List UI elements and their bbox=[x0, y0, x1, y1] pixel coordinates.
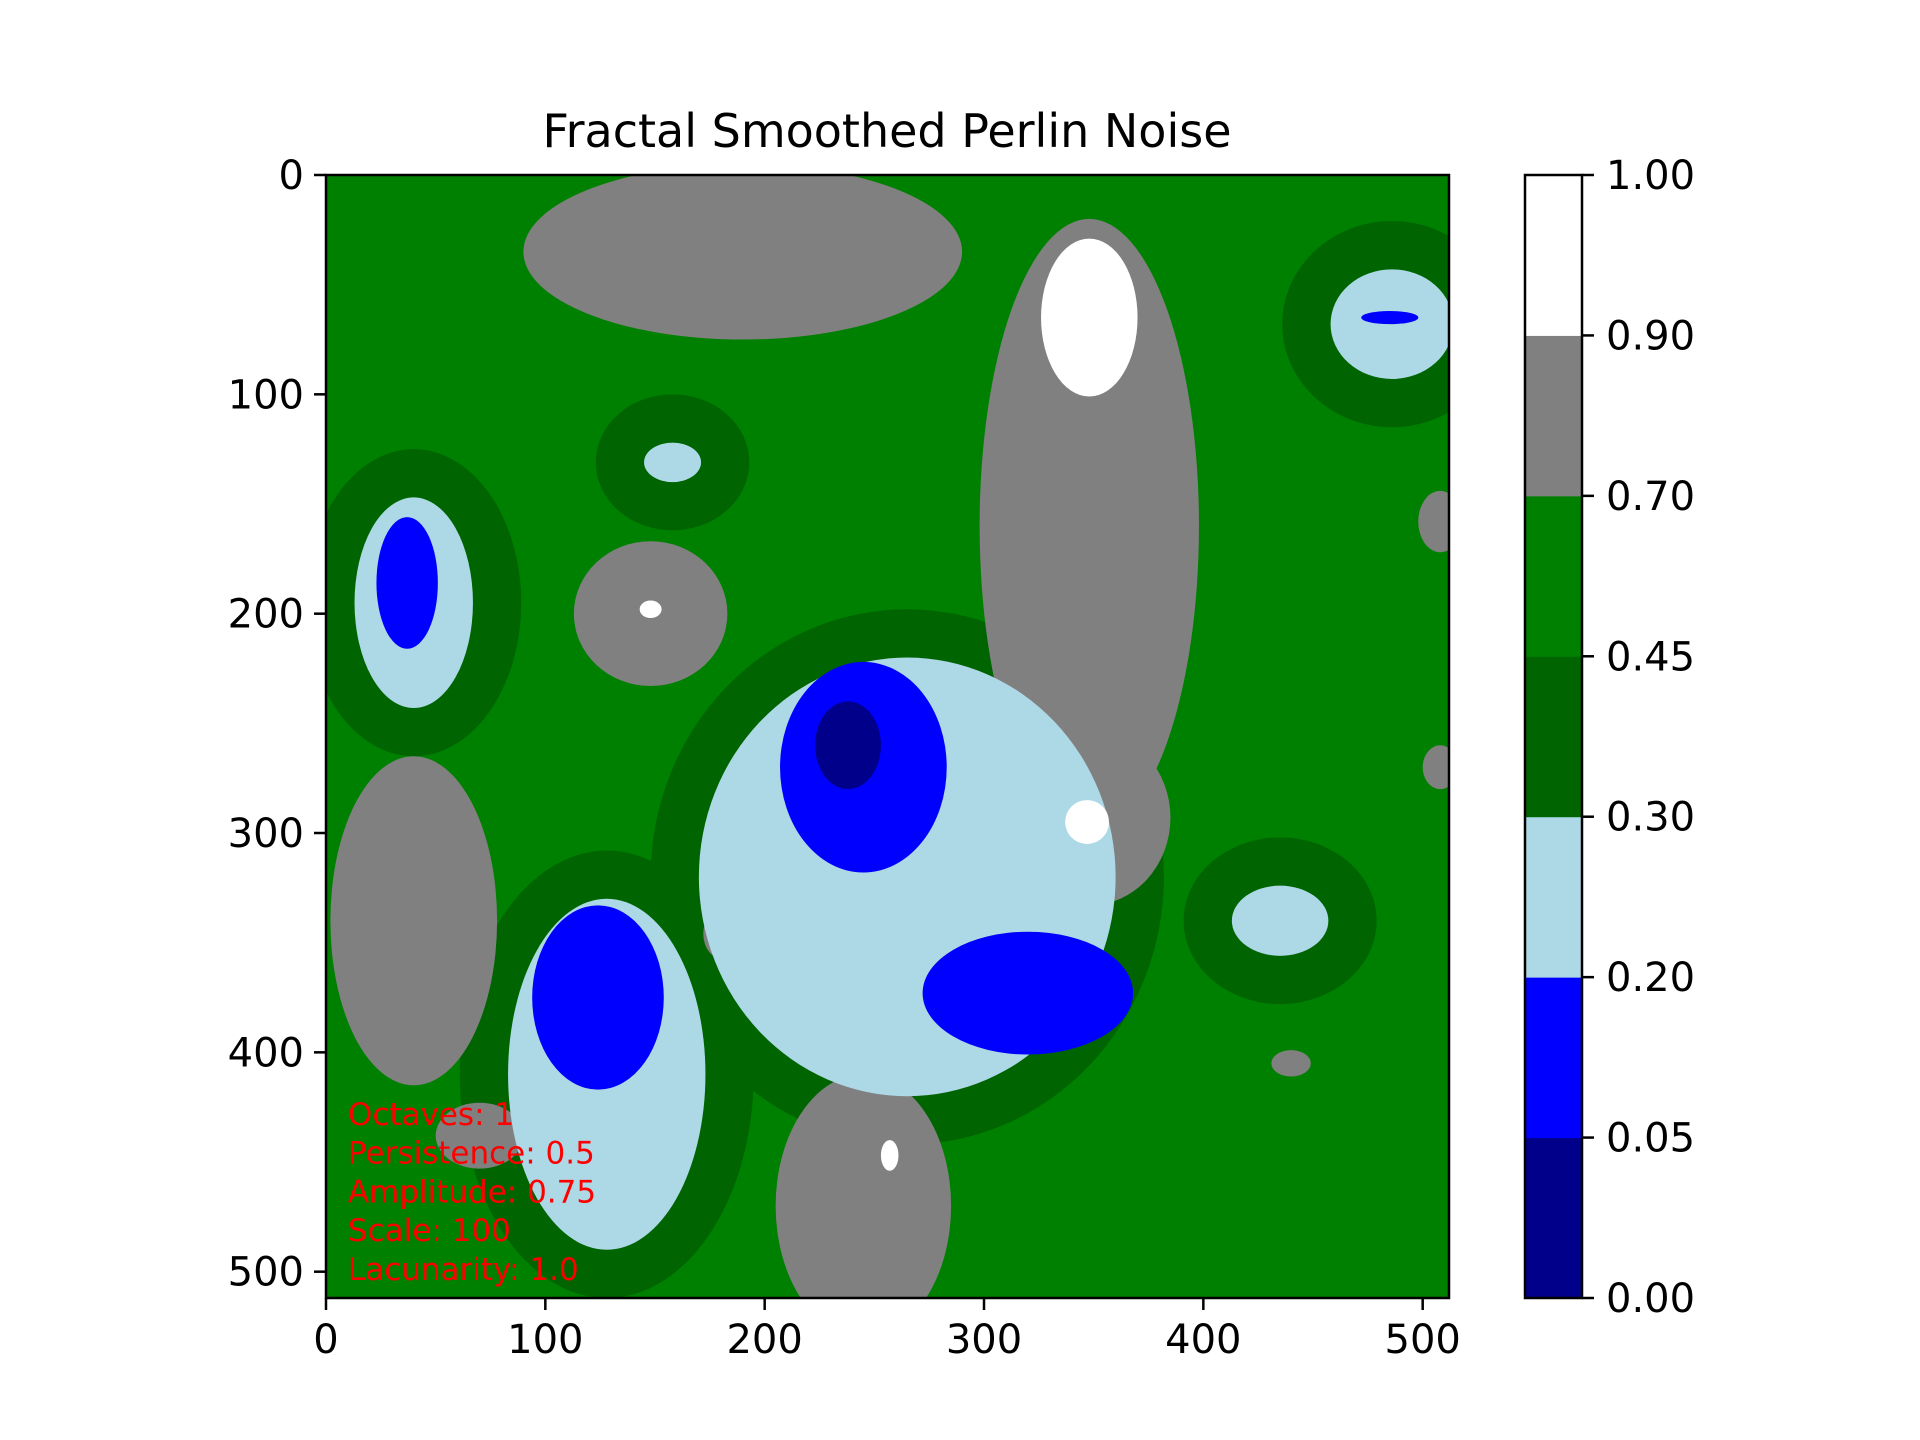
colorbar-segment bbox=[1525, 495, 1582, 657]
colorbar-segment bbox=[1525, 816, 1582, 978]
colorbar-tick-label: 0.20 bbox=[1606, 955, 1695, 1001]
annotation-line: Octaves: 1 bbox=[348, 1097, 514, 1133]
colorbar-tick-label: 0.05 bbox=[1606, 1116, 1695, 1162]
annotation-line: Persistence: 0.5 bbox=[348, 1136, 595, 1172]
colorbar-segment bbox=[1525, 175, 1582, 336]
contour-region-white bbox=[639, 600, 662, 619]
contour-region-lightblue bbox=[644, 442, 702, 483]
x-tick-label: 0 bbox=[313, 1317, 338, 1363]
plot-area bbox=[326, 175, 1449, 1298]
contour-region-gray bbox=[1422, 745, 1449, 790]
colorbar-segment bbox=[1525, 1137, 1582, 1299]
contour-region-white bbox=[1065, 800, 1110, 844]
x-axis: 0 100 200 300 400 500 bbox=[313, 1298, 1461, 1363]
contour-region-lightblue bbox=[1330, 269, 1449, 379]
contour-region-blue bbox=[922, 931, 1134, 1055]
contour-region-gray bbox=[523, 175, 963, 340]
y-tick-label: 200 bbox=[228, 592, 304, 638]
annotation-line: Scale: 100 bbox=[348, 1213, 511, 1249]
contour-region-lightblue bbox=[1231, 885, 1329, 956]
y-tick-label: 300 bbox=[228, 811, 304, 857]
colorbar-segment bbox=[1525, 977, 1582, 1139]
contour-region-darkblue bbox=[815, 701, 881, 790]
colorbar-tick-label: 0.00 bbox=[1606, 1276, 1695, 1322]
y-axis: 0 100 200 300 400 500 bbox=[228, 153, 326, 1296]
colorbar-tick-label: 0.30 bbox=[1606, 795, 1695, 841]
x-tick-label: 500 bbox=[1385, 1317, 1461, 1363]
contour-region-gray bbox=[979, 218, 1199, 834]
colorbar-tick-label: 0.90 bbox=[1606, 313, 1695, 359]
contour-region-white bbox=[880, 1140, 899, 1171]
y-tick-label: 100 bbox=[228, 372, 304, 418]
contour-region-gray bbox=[330, 756, 498, 1086]
colorbar-tick-label: 0.70 bbox=[1606, 474, 1695, 520]
contour-region-blue bbox=[376, 517, 438, 649]
contour-region-gray bbox=[1271, 1050, 1311, 1077]
x-tick-label: 200 bbox=[726, 1317, 802, 1363]
x-tick-label: 400 bbox=[1165, 1317, 1241, 1363]
contour-region-blue bbox=[1361, 310, 1419, 325]
plot-frame bbox=[324, 173, 1451, 1300]
contour-region-gray bbox=[1418, 490, 1449, 553]
colorbar-tick-label: 1.00 bbox=[1606, 153, 1695, 199]
contour-region-blue bbox=[532, 905, 664, 1090]
colorbar-tick-label: 0.45 bbox=[1606, 634, 1695, 680]
contour-region-gray bbox=[435, 1102, 524, 1169]
contour-region-gray bbox=[775, 1074, 952, 1298]
contour-region-white bbox=[1041, 238, 1138, 397]
chart-title: Fractal Smoothed Perlin Noise bbox=[543, 104, 1232, 158]
y-tick-label: 0 bbox=[279, 153, 304, 199]
y-tick-label: 400 bbox=[228, 1030, 304, 1076]
annotation-line: Amplitude: 0.75 bbox=[348, 1174, 596, 1210]
x-tick-label: 300 bbox=[946, 1317, 1022, 1363]
annotation-line: Lacunarity: 1.0 bbox=[348, 1252, 579, 1288]
colorbar: 0.00 0.05 0.20 0.30 0.45 0.70 0.90 1.00 bbox=[1523, 153, 1695, 1322]
colorbar-frame bbox=[1523, 173, 1584, 1300]
x-tick-label: 100 bbox=[507, 1317, 583, 1363]
colorbar-segment bbox=[1525, 335, 1582, 497]
colorbar-segment bbox=[1525, 656, 1582, 818]
y-tick-label: 500 bbox=[228, 1250, 304, 1296]
